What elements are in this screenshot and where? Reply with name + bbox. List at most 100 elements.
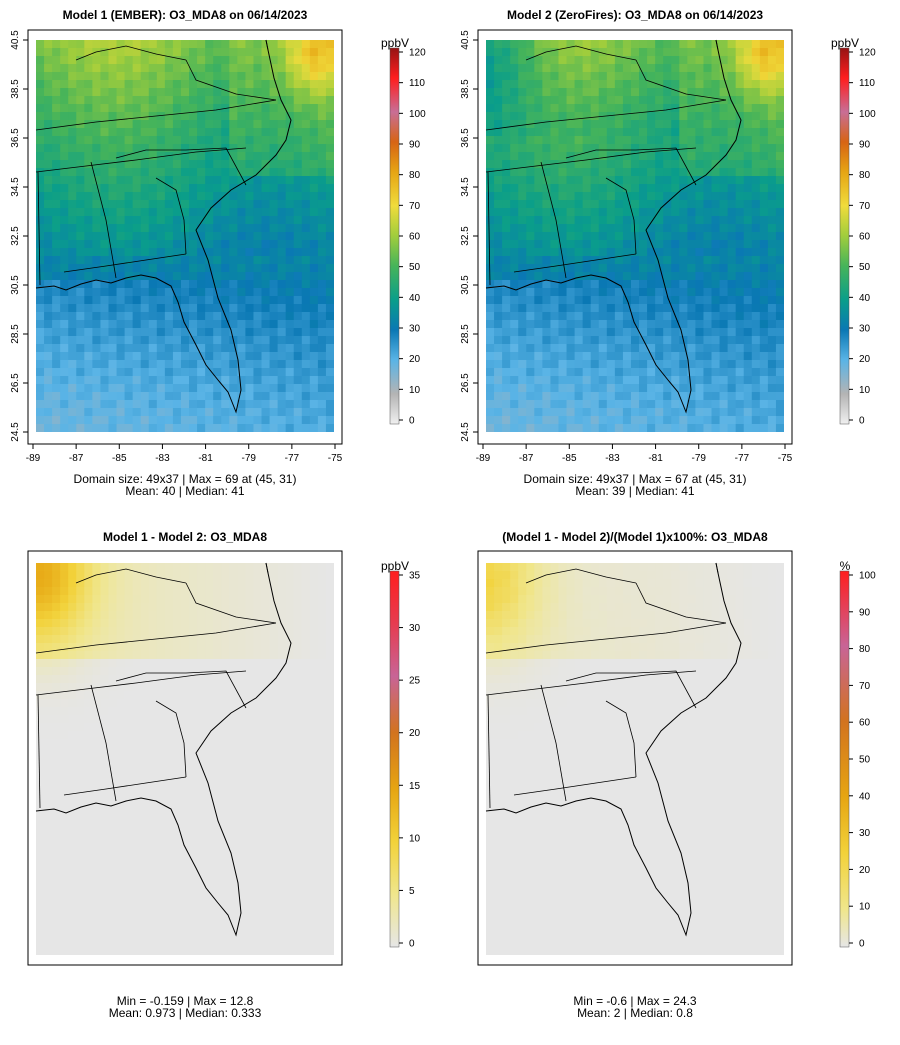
- colorbar-tick-label: 0: [859, 416, 865, 427]
- colorbar-unit-model2: ppbV: [831, 36, 859, 50]
- panel-title-percent-difference: (Model 1 - Model 2)/(Model 1)x100%: O3_M…: [502, 530, 768, 544]
- colorbar-tick-label: 90: [859, 140, 871, 151]
- colorbar-tick-label: 40: [409, 293, 421, 304]
- colorbar: 0 10 20 30 40 50 60 70 80 90 100 110 120: [839, 48, 876, 427]
- colorbar-tick-label: 110: [409, 78, 425, 89]
- coastline: [485, 562, 742, 937]
- colorbar-tick-label: 80: [409, 170, 421, 181]
- x-tick-label: -83: [155, 453, 170, 464]
- panel-model2: -89 -87 -85 -83 -81 -79 -77 -75 24.5 26.5 28.5 30.5…: [460, 29, 876, 464]
- colorbar-tick-label: 0: [409, 416, 415, 427]
- colorbar-tick-label: 40: [859, 293, 871, 304]
- colorbar-tick-label: 10: [409, 385, 421, 396]
- colorbar-tick-label: 25: [409, 676, 421, 687]
- map-raster: [486, 563, 784, 955]
- colorbar-tick-label: 90: [859, 607, 871, 618]
- y-tick-label: 28.5: [10, 324, 21, 344]
- stats-line2-model2: Mean: 39 | Median: 41: [575, 484, 695, 498]
- y-tick-label: 34.5: [10, 177, 21, 197]
- colorbar-tick-label: 10: [859, 902, 871, 913]
- colorbar-tick-label: 20: [409, 728, 421, 739]
- y-tick-label: 32.5: [460, 226, 471, 246]
- y-tick-label: 24.5: [460, 422, 471, 442]
- state-boundaries: [485, 562, 742, 937]
- y-tick-label: 26.5: [460, 373, 471, 393]
- map-axes: -89 -87 -85 -83 -81 -79 -77 -75 24.5 26.5 28.5 30.5…: [460, 30, 793, 464]
- colorbar-tick-label: 20: [859, 354, 871, 365]
- x-tick-label: -87: [519, 453, 534, 464]
- colorbar-tick-label: 0: [859, 939, 865, 950]
- colorbar: 0 10 20 30 40 50 60 70 80 90 100: [839, 571, 876, 950]
- colorbar-tick-label: 60: [859, 232, 871, 243]
- state-boundaries: [35, 562, 292, 937]
- x-tick-label: -81: [198, 453, 213, 464]
- panel-percent-difference: 0 10 20 30 40 50 60 70 80 90 100: [477, 550, 876, 966]
- x-tick-label: -89: [26, 453, 41, 464]
- y-tick-label: 34.5: [460, 177, 471, 197]
- colorbar-unit-difference: ppbV: [381, 559, 409, 573]
- y-tick-label: 28.5: [460, 324, 471, 344]
- y-tick-label: 40.5: [10, 30, 21, 50]
- colorbar-tick-label: 50: [859, 755, 871, 766]
- map-axes: -89 -87 -85 -83 -81 -79 -77 -75 24.5 26.5 28.5 30.5…: [10, 30, 343, 464]
- colorbar-tick-label: 60: [409, 232, 421, 243]
- colorbar-tick-label: 70: [859, 201, 871, 212]
- colorbar-tick-label: 0: [409, 939, 415, 950]
- colorbar-tick-label: 100: [859, 571, 876, 582]
- colorbar-tick-label: 35: [409, 571, 421, 582]
- panel-model1: -89 -87 -85 -83 -81 -79 -77 -75 24.5 26.5 28.5 30.5…: [10, 29, 426, 464]
- panel-difference: 0 5 10 15 20 25 30 35: [27, 550, 421, 966]
- y-tick-label: 30.5: [460, 275, 471, 295]
- colorbar-tick-label: 100: [409, 109, 426, 120]
- colorbar-tick-label: 90: [409, 140, 421, 151]
- x-tick-label: -79: [691, 453, 706, 464]
- stats-line1-model2: Domain size: 49x37 | Max = 67 at (45, 31…: [524, 472, 747, 486]
- colorbar-tick-label: 120: [409, 48, 426, 59]
- colorbar-tick-label: 10: [409, 833, 421, 844]
- x-tick-label: -85: [112, 453, 127, 464]
- x-tick-label: -75: [778, 453, 793, 464]
- colorbar: 0 10 20 30 40 50 60 70 80 90 100 110 120: [389, 48, 426, 427]
- colorbar-tick-label: 70: [409, 201, 421, 212]
- colorbar-unit-percent-difference: %: [840, 559, 851, 573]
- colorbar-tick-label: 10: [859, 385, 871, 396]
- colorbar-tick-label: 30: [409, 623, 421, 634]
- stats-line2-percent-difference: Mean: 2 | Median: 0.8: [577, 1006, 693, 1020]
- panel-title-model1: Model 1 (EMBER): O3_MDA8 on 06/14/2023: [63, 8, 308, 22]
- colorbar-tick-label: 80: [859, 644, 871, 655]
- state-boundaries: [485, 39, 742, 414]
- colorbar-unit-model1: ppbV: [381, 36, 409, 50]
- panel-title-difference: Model 1 - Model 2: O3_MDA8: [103, 530, 267, 544]
- colorbar-tick-label: 15: [409, 781, 421, 792]
- colorbar-tick-label: 100: [859, 109, 876, 120]
- map-raster: [486, 40, 784, 432]
- x-tick-label: -77: [285, 453, 300, 464]
- stats-line1-model1: Domain size: 49x37 | Max = 69 at (45, 31…: [74, 472, 297, 486]
- x-tick-label: -77: [735, 453, 750, 464]
- stats-line1-difference: Min = -0.159 | Max = 12.8: [117, 994, 254, 1008]
- map-raster: [36, 40, 334, 432]
- y-tick-label: 38.5: [10, 79, 21, 99]
- coastline: [35, 39, 292, 414]
- y-tick-label: 40.5: [460, 30, 471, 50]
- colorbar-tick-label: 5: [409, 886, 415, 897]
- y-tick-label: 26.5: [10, 373, 21, 393]
- y-tick-label: 24.5: [10, 422, 21, 442]
- map-raster: [36, 563, 334, 955]
- y-tick-label: 36.5: [460, 128, 471, 148]
- colorbar-tick-label: 80: [859, 170, 871, 181]
- colorbar-tick-label: 120: [859, 48, 876, 59]
- x-tick-label: -89: [476, 453, 491, 464]
- colorbar-tick-label: 40: [859, 791, 871, 802]
- y-tick-label: 32.5: [10, 226, 21, 246]
- x-tick-label: -79: [241, 453, 256, 464]
- x-tick-label: -87: [69, 453, 84, 464]
- stats-line2-difference: Mean: 0.973 | Median: 0.333: [109, 1006, 262, 1020]
- colorbar-tick-label: 70: [859, 681, 871, 692]
- x-tick-label: -75: [328, 453, 343, 464]
- y-tick-label: 38.5: [460, 79, 471, 99]
- colorbar-tick-label: 20: [859, 865, 871, 876]
- panel-title-model2: Model 2 (ZeroFires): O3_MDA8 on 06/14/20…: [507, 8, 763, 22]
- x-tick-label: -81: [648, 453, 663, 464]
